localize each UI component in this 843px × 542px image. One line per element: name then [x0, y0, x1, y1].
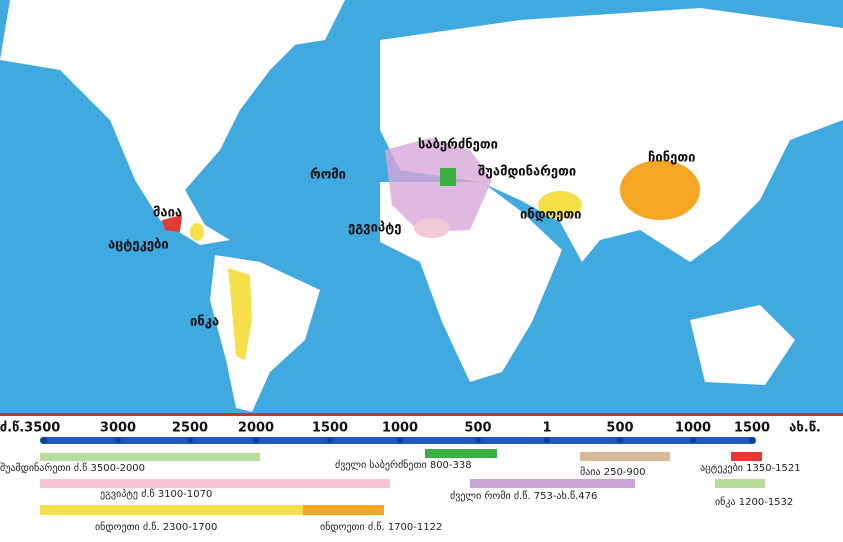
map-label: ეგვიპტე — [348, 221, 401, 236]
tick-dot — [41, 437, 47, 443]
tick-dot — [617, 437, 623, 443]
tick-dot — [749, 437, 755, 443]
tick-dot — [187, 437, 193, 443]
map-label: მაია — [153, 206, 182, 221]
tick-label: 500 — [464, 421, 491, 436]
map-label: შუამდინარეთი — [478, 165, 576, 180]
period-label: ინდოეთი ძ.წ. 1700-1122 — [320, 521, 442, 533]
period-bars — [40, 449, 765, 515]
tick-label: ახ.წ. — [789, 421, 821, 436]
tick-label: 1000 — [382, 421, 418, 436]
divider — [0, 413, 843, 416]
tick-label: 2000 — [238, 421, 274, 436]
period-label: მაია 250-900 — [580, 466, 646, 478]
civilizations — [162, 138, 700, 360]
map-label: ჩინეთი — [648, 151, 695, 166]
period-label: ძველი საბერძნეთი 800-338 — [335, 459, 472, 471]
map-label: აცტეკები — [108, 238, 169, 253]
map-label: ინდოეთი — [520, 208, 581, 223]
period-label: შუამდინარეთი ძ.წ 3500-2000 — [0, 462, 145, 474]
tick-dot — [475, 437, 481, 443]
tick-label: 500 — [606, 421, 633, 436]
tick-label: 1000 — [675, 421, 711, 436]
tick-label: ძ.წ.3500 — [0, 421, 60, 436]
tick-dot — [253, 437, 259, 443]
period-label: ინდოეთი ძ.წ. 2300-1700 — [95, 521, 217, 533]
map-label: საბერძნეთი — [418, 138, 498, 153]
period-label: ინკა 1200-1532 — [715, 496, 793, 508]
map-label: რომი — [310, 168, 346, 183]
tick-labels: ძ.წ.3500 3000 2500 2000 1500 1000 500 1 500 1000 1… — [0, 421, 821, 443]
tick-dot — [690, 437, 696, 443]
period-label: აცტეკები 1350-1521 — [700, 462, 801, 474]
tick-label: 1500 — [734, 421, 770, 436]
map-label: ინკა — [190, 315, 219, 330]
tick-label: 2500 — [172, 421, 208, 436]
tick-label: 1500 — [312, 421, 348, 436]
tick-dot — [115, 437, 121, 443]
tick-dot — [544, 437, 550, 443]
period-label: ეგვიპტე ძ.წ 3100-1070 — [100, 488, 212, 500]
tick-dot — [327, 437, 333, 443]
tick-dot — [397, 437, 403, 443]
tick-label: 1 — [542, 421, 551, 436]
tick-label: 3000 — [100, 421, 136, 436]
period-label: ძველი რომი ძ.წ. 753-ახ.წ.476 — [450, 490, 597, 502]
